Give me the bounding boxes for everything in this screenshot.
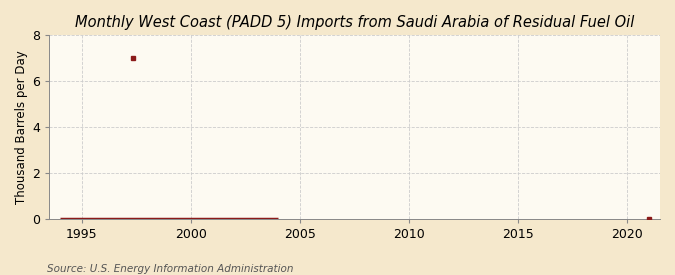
Y-axis label: Thousand Barrels per Day: Thousand Barrels per Day	[15, 50, 28, 204]
Text: Source: U.S. Energy Information Administration: Source: U.S. Energy Information Administ…	[47, 264, 294, 274]
Title: Monthly West Coast (PADD 5) Imports from Saudi Arabia of Residual Fuel Oil: Monthly West Coast (PADD 5) Imports from…	[75, 15, 634, 30]
